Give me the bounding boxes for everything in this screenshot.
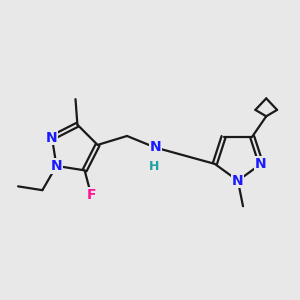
Text: N: N bbox=[46, 131, 58, 145]
Text: N: N bbox=[51, 159, 62, 173]
Text: N: N bbox=[255, 157, 267, 171]
Text: N: N bbox=[232, 174, 244, 188]
Text: F: F bbox=[86, 188, 96, 202]
Text: H: H bbox=[149, 160, 159, 173]
Text: N: N bbox=[149, 140, 161, 154]
